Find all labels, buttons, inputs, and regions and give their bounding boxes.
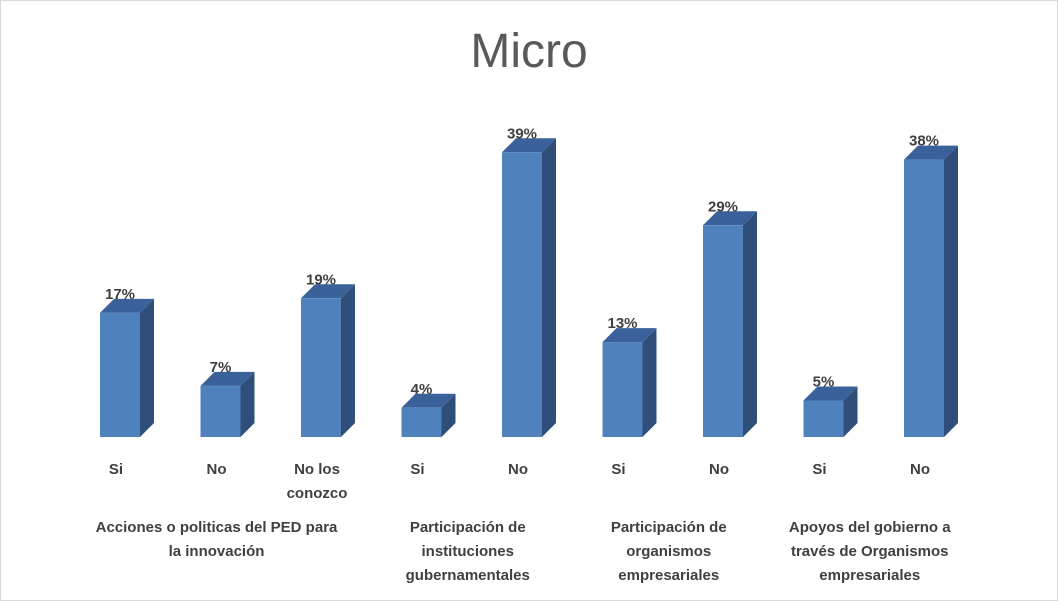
group-label: la innovación — [169, 543, 265, 560]
data-label: 7% — [210, 359, 232, 376]
bar — [401, 393, 456, 437]
category-label: Si — [611, 461, 625, 478]
bar — [502, 138, 556, 438]
bar — [803, 386, 858, 437]
bar — [301, 284, 355, 437]
chart-title: Micro — [470, 25, 588, 78]
group-label: organismos — [626, 543, 711, 560]
data-label: 4% — [411, 381, 433, 398]
data-label: 19% — [306, 271, 336, 288]
group-label: Participación de — [611, 519, 727, 536]
category-label: conozco — [287, 485, 348, 502]
data-label: 39% — [507, 125, 537, 142]
group-label: Participación de — [410, 519, 526, 536]
category-label: No — [207, 461, 227, 478]
data-label: 17% — [105, 286, 135, 303]
group-label: gubernamentales — [406, 567, 530, 584]
data-label: 13% — [607, 315, 637, 332]
bar — [703, 211, 757, 437]
category-label: No — [910, 461, 930, 478]
category-label: No — [508, 461, 528, 478]
bar — [200, 371, 255, 437]
group-label: empresariales — [819, 567, 920, 584]
category-label: Si — [812, 461, 826, 478]
group-label: Acciones o politicas del PED para — [96, 519, 338, 536]
bar — [904, 145, 958, 437]
data-label: 5% — [813, 374, 835, 391]
group-label: través de Organismos — [791, 543, 949, 560]
data-label: 38% — [909, 133, 939, 150]
group-label: instituciones — [421, 543, 514, 560]
group-label: Apoyos del gobierno a — [789, 519, 951, 536]
bar — [100, 298, 154, 437]
category-label: No los — [294, 461, 340, 478]
category-label: Si — [109, 461, 123, 478]
data-label: 29% — [708, 198, 738, 215]
category-label: Si — [410, 461, 424, 478]
group-label: empresariales — [618, 567, 719, 584]
category-label: No — [709, 461, 729, 478]
bar — [602, 328, 657, 437]
